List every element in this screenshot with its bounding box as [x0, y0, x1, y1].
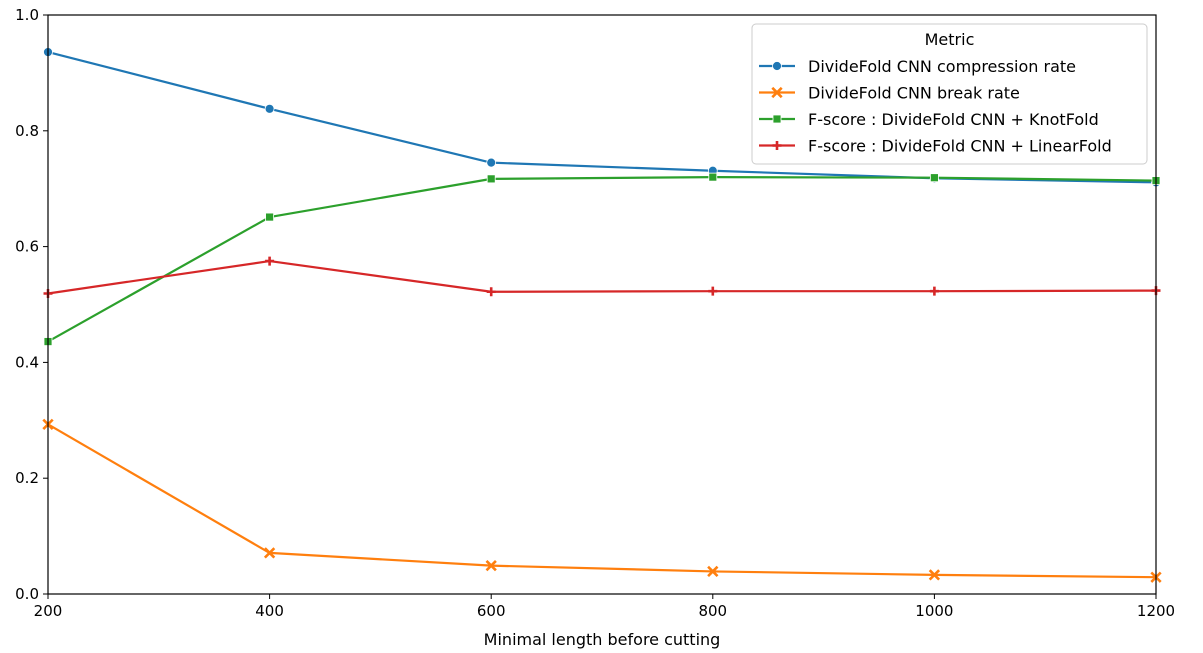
data-point [486, 287, 496, 297]
data-point [708, 172, 718, 182]
legend-item: DivideFold CNN break rate [759, 84, 1020, 103]
y-tick-label: 0.8 [15, 122, 39, 140]
x-tick-label: 400 [255, 602, 284, 620]
series-line [47, 259, 1157, 295]
plot-frame [47, 14, 1157, 595]
legend-label: F-score : DivideFold CNN + KnotFold [808, 110, 1099, 129]
data-point [929, 286, 939, 296]
legend-label: DivideFold CNN compression rate [808, 57, 1076, 76]
data-point [486, 174, 496, 184]
data-point [265, 256, 275, 266]
series-line [47, 176, 1157, 343]
series-layer [42, 47, 1162, 583]
data-point [265, 212, 275, 222]
x-axis: 200 400 600 800 1000 1200 [34, 594, 1175, 620]
y-tick-label: 0.0 [15, 585, 39, 603]
y-axis: 0.0 0.2 0.4 0.6 0.8 1.0 [15, 6, 48, 603]
series-1 [42, 418, 1162, 583]
series-3 [43, 256, 1161, 298]
legend-item: F-score : DivideFold CNN + KnotFold [759, 110, 1099, 129]
data-point [707, 565, 719, 578]
legend-title: Metric [925, 30, 975, 49]
y-tick-label: 0.6 [15, 238, 39, 256]
x-tick-label: 200 [34, 602, 63, 620]
legend-marker [771, 86, 783, 99]
legend-marker [772, 114, 782, 124]
legend: Metric DivideFold CNN compression rate Di… [751, 23, 1148, 165]
y-tick-label: 0.4 [15, 353, 39, 371]
data-point [928, 569, 941, 581]
data-point [930, 173, 939, 183]
x-axis-label: Minimal length before cutting [484, 630, 721, 649]
data-point [708, 286, 718, 296]
legend-label: DivideFold CNN break rate [808, 84, 1020, 103]
x-tick-label: 600 [477, 602, 506, 620]
data-point [486, 157, 497, 168]
series-2 [43, 172, 1161, 346]
x-tick-label: 1000 [915, 602, 953, 620]
data-point [485, 559, 497, 572]
y-tick-label: 0.2 [15, 469, 39, 487]
legend-item: DivideFold CNN compression rate [759, 57, 1076, 76]
x-tick-label: 1200 [1137, 602, 1175, 620]
data-point [264, 103, 275, 114]
data-point [263, 547, 276, 559]
series-line [47, 423, 1157, 579]
legend-box [751, 23, 1148, 165]
legend-item: F-score : DivideFold CNN + LinearFold [759, 137, 1112, 156]
y-tick-label: 1.0 [15, 6, 39, 24]
legend-label: F-score : DivideFold CNN + LinearFold [808, 137, 1112, 156]
x-tick-label: 800 [698, 602, 727, 620]
legend-marker [772, 141, 782, 150]
legend-marker [772, 61, 782, 71]
